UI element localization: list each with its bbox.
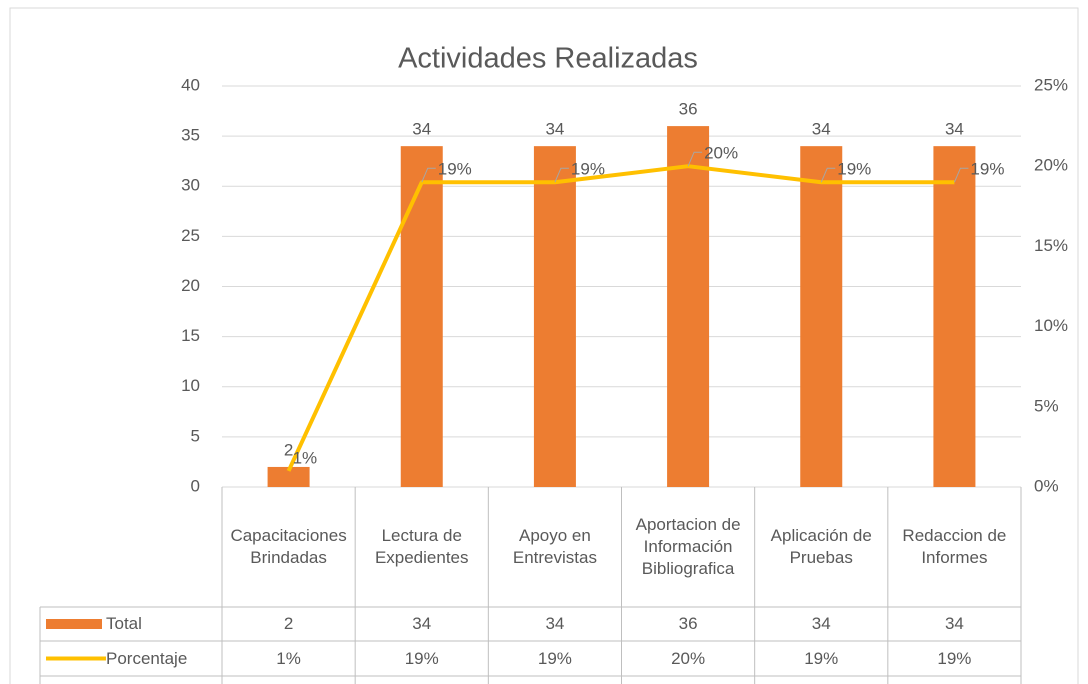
line [286,164,955,472]
y2-tick-label: 10% [1034,316,1068,335]
y2-tick-label: 15% [1034,236,1068,255]
table-cell: 20% [671,648,706,668]
line-value-label: 19% [438,160,472,179]
y-tick-label: 20 [181,276,200,295]
y-tick-label: 0 [191,476,200,495]
table-cell: 19% [537,648,572,668]
bar [400,146,443,487]
y2-tick-label: 0% [1034,476,1059,495]
line-value-label: 19% [571,160,605,179]
bar-value-label: 34 [812,120,831,139]
x-tick-label: Aplicación de Pruebas [770,526,872,567]
chart-border [9,7,1079,684]
x-tick-label: Aportacion de Información Bibliografica [635,515,741,578]
table-cell: 19% [937,648,972,668]
leader-line [421,167,436,183]
table-cell: 1% [276,648,301,668]
line-value-label: 19% [970,160,1004,179]
bar-value-label: 2 [284,440,293,459]
y2-tick-label: 25% [1034,75,1068,94]
table-cell: 34 [545,614,565,633]
x-tick-label: Apoyo en Entrevistas [512,526,597,567]
leader-line [554,167,569,183]
bar [267,466,310,487]
bar-value-label: 34 [545,120,564,139]
y-tick-label: 5 [191,426,200,445]
x-tick-label: Lectura de Expedientes [374,526,469,567]
table-cell: 34 [811,614,831,633]
table-cell: 34 [944,614,964,633]
bar-value-label: 34 [412,120,431,139]
bar-value-label: 36 [679,100,698,119]
y2-tick-label: 5% [1034,396,1059,415]
table-cell: 19% [404,648,439,668]
leader-line [687,151,703,167]
legend-key [46,619,102,629]
line-value-label: 20% [704,144,738,163]
y-tick-label: 40 [181,75,200,94]
table-cell: 36 [678,614,698,633]
y2-tick-label: 20% [1034,156,1068,175]
bar [800,146,843,487]
line-value-label: 1% [293,448,318,467]
line-value-label: 19% [837,160,871,179]
bar [533,146,576,487]
y-tick-label: 30 [181,176,200,195]
y-tick-label: 15 [181,326,200,345]
chart-title: Actividades Realizadas [398,43,698,75]
y-tick-label: 10 [181,376,200,395]
leader-line [820,167,836,183]
bar [933,146,976,487]
leader-line [953,167,969,183]
y-tick-label: 25 [181,226,200,245]
x-tick-label: Capacitaciones Brindadas [230,526,347,567]
legend-label: Total [106,614,142,633]
legend-label: Porcentaje [106,648,188,668]
y-tick-label: 35 [181,126,200,145]
table-cell: 2 [283,614,294,633]
table-cell: 19% [804,648,839,668]
x-tick-label: Redaccion de Informes [902,526,1007,567]
bar [667,126,710,487]
table-cell: 34 [412,614,432,633]
bar-value-label: 34 [945,120,964,139]
